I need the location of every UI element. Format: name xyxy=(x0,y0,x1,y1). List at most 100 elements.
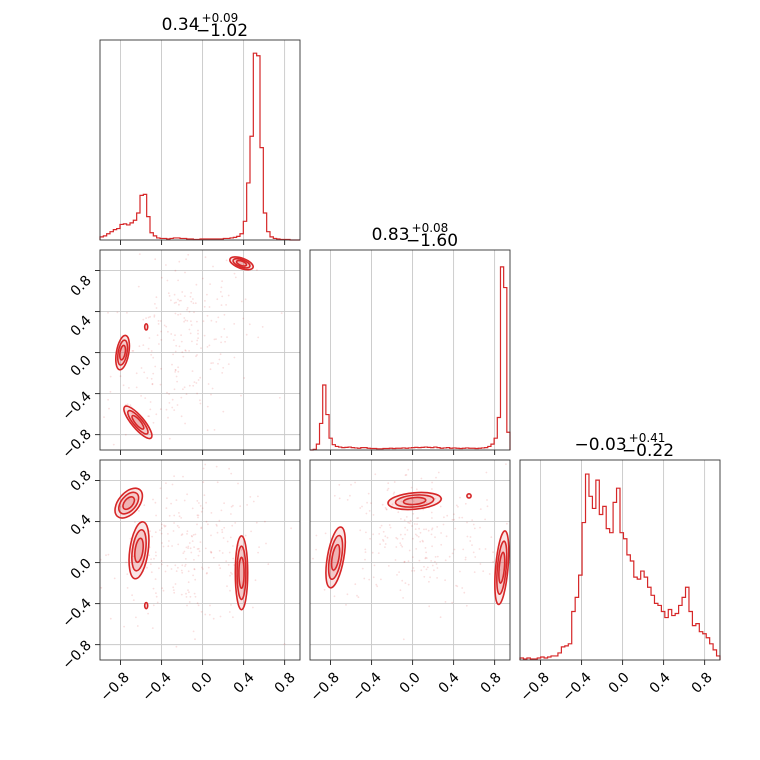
sample-point xyxy=(221,531,224,534)
sample-point xyxy=(230,505,233,508)
sample-point xyxy=(116,311,119,314)
sample-point xyxy=(230,604,232,606)
sample-point xyxy=(149,315,152,318)
sample-point xyxy=(138,345,141,348)
sample-point xyxy=(197,514,200,517)
sample-point xyxy=(185,592,187,595)
sample-point xyxy=(198,502,200,504)
sample-point xyxy=(405,474,408,476)
sample-point xyxy=(212,617,215,620)
sample-point xyxy=(174,334,176,337)
sample-point xyxy=(220,336,223,338)
sample-point xyxy=(180,534,183,536)
sample-point xyxy=(127,387,130,389)
sample-point xyxy=(184,563,187,566)
sample-point xyxy=(233,356,236,359)
sample-point xyxy=(231,573,233,575)
sample-point xyxy=(440,532,442,534)
sample-point xyxy=(183,386,186,389)
sample-point xyxy=(492,551,494,554)
sample-point xyxy=(234,522,237,524)
ytick-labels-row2: 0.8 0.4 0.0 −0.4 −0.8 xyxy=(59,273,94,462)
sample-point xyxy=(187,547,190,549)
sample-point xyxy=(144,397,147,399)
sample-point xyxy=(203,334,206,337)
sample-point xyxy=(208,613,211,616)
sample-point xyxy=(125,561,127,564)
sample-point xyxy=(223,313,226,316)
sample-point xyxy=(486,499,488,501)
sample-point xyxy=(147,347,150,350)
sample-point xyxy=(153,557,155,560)
sample-point xyxy=(151,383,154,386)
xtick-col3--0.8: −0.8 xyxy=(517,669,552,704)
contour-level-1 xyxy=(143,601,149,610)
panel-frame-r2c1 xyxy=(309,459,511,661)
sample-point xyxy=(222,410,225,413)
sample-point xyxy=(194,302,197,305)
sample-point xyxy=(176,380,179,383)
sample-point xyxy=(488,573,491,575)
sample-point xyxy=(356,594,358,597)
sample-point xyxy=(194,595,197,598)
sample-point xyxy=(385,508,388,511)
sample-point xyxy=(461,516,464,519)
sample-point xyxy=(186,530,189,533)
sample-point xyxy=(248,323,251,326)
sample-point xyxy=(172,339,175,341)
sample-point xyxy=(178,299,181,302)
sample-point xyxy=(375,583,378,586)
sample-point xyxy=(402,638,405,641)
sample-point xyxy=(451,601,454,604)
sample-point xyxy=(444,601,447,603)
sample-point xyxy=(221,295,224,298)
sample-point xyxy=(421,539,424,542)
sample-point xyxy=(191,535,194,538)
sample-point xyxy=(209,550,212,553)
sample-point xyxy=(203,305,206,308)
sample-point xyxy=(434,556,437,558)
sample-point xyxy=(156,334,159,337)
sample-point xyxy=(220,509,223,512)
ytick-row2-0.8: 0.8 xyxy=(68,273,95,300)
sample-point xyxy=(221,552,224,554)
sample-point xyxy=(239,505,242,508)
sample-point xyxy=(168,402,171,404)
sample-point xyxy=(175,375,178,378)
panel-frame-r1c0 xyxy=(99,249,301,451)
sample-point xyxy=(161,542,163,544)
sample-point xyxy=(222,366,225,369)
sample-point xyxy=(172,530,175,532)
sample-point xyxy=(416,517,418,520)
contour-level-1 xyxy=(128,521,150,580)
sample-point xyxy=(160,523,163,526)
sample-point xyxy=(129,404,132,407)
sample-point xyxy=(188,542,191,544)
sample-point xyxy=(186,307,189,309)
sample-point xyxy=(232,545,234,547)
sample-point xyxy=(177,566,179,569)
sample-point xyxy=(186,533,188,535)
sample-point xyxy=(131,412,134,415)
sample-point xyxy=(338,483,341,486)
sample-point xyxy=(196,320,198,323)
sample-point xyxy=(258,546,260,548)
panel-frame-r2c0 xyxy=(99,459,301,661)
sample-point xyxy=(436,555,439,558)
sample-point xyxy=(393,491,396,494)
sample-point xyxy=(183,499,186,502)
contour-p1-p2-left xyxy=(114,334,131,371)
sample-point xyxy=(416,523,418,525)
sample-point xyxy=(459,570,461,573)
sample-point xyxy=(374,473,377,476)
sample-point xyxy=(209,604,211,607)
sample-point xyxy=(448,555,451,558)
sample-point xyxy=(419,540,422,543)
sample-point xyxy=(333,494,336,497)
sample-point xyxy=(161,587,164,590)
sample-point xyxy=(206,293,208,296)
sample-point xyxy=(418,527,420,530)
sample-point xyxy=(149,530,151,532)
sample-point xyxy=(140,367,143,369)
sample-point xyxy=(218,549,221,552)
